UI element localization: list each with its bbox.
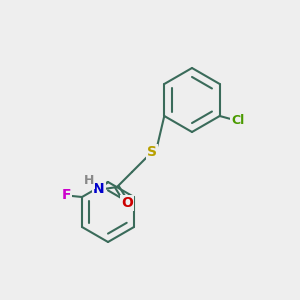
Text: N: N: [93, 182, 105, 196]
Text: H: H: [84, 175, 94, 188]
Text: F: F: [61, 188, 71, 202]
Text: S: S: [147, 145, 157, 159]
Text: Cl: Cl: [231, 115, 244, 128]
Text: O: O: [121, 196, 133, 210]
